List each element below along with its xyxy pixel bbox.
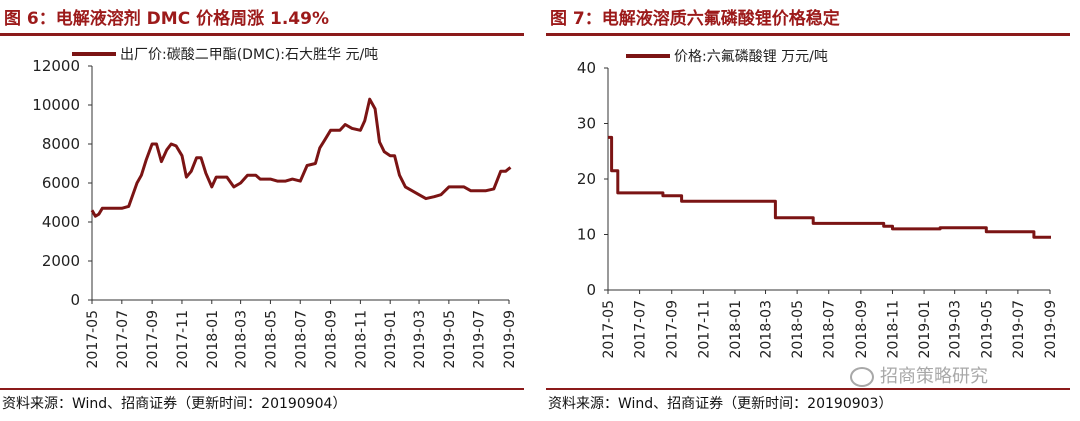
x-tick-label: 2018-05	[790, 300, 806, 359]
wechat-icon	[850, 367, 874, 387]
legend-label: 价格:六氟磷酸锂 万元/吨	[674, 49, 828, 65]
x-tick-label: 2018-05	[263, 310, 279, 369]
series-line	[608, 135, 1051, 239]
x-tick-label: 2018-03	[234, 310, 250, 369]
title-rule	[0, 33, 524, 36]
y-tick-label: 10000	[32, 96, 80, 114]
watermark: 招商策略研究	[850, 362, 988, 388]
x-tick-label: 2018-03	[759, 300, 775, 359]
x-tick-label: 2017-11	[175, 310, 191, 369]
x-tick-label: 2018-01	[728, 300, 744, 359]
y-tick-label: 20	[577, 170, 596, 188]
y-tick-label: 12000	[32, 57, 80, 75]
watermark-text: 招商策略研究	[880, 366, 988, 387]
x-tick-label: 2017-07	[115, 310, 131, 369]
x-tick-label: 2019-09	[1043, 300, 1059, 359]
y-tick-label: 0	[70, 291, 80, 309]
x-tick-label: 2019-03	[412, 310, 428, 369]
x-tick-label: 2019-07	[1011, 300, 1027, 359]
series-line	[90, 97, 512, 218]
chart-panel-dmc: 图 6：电解液溶剂 DMC 价格周涨 1.49% 0 2000 4000 6000 80…	[0, 0, 524, 421]
source-note: 资料来源：Wind、招商证券（更新时间：20190903）	[548, 396, 893, 412]
panel-title: 图 7：电解液溶质六氟磷酸锂价格稳定	[550, 9, 840, 29]
y-tick-label: 4000	[42, 213, 80, 231]
x-tick-label: 2017-09	[665, 300, 681, 359]
y-tick-label: 40	[577, 59, 596, 77]
y-tick-label: 30	[577, 115, 596, 133]
x-tick-label: 2018-11	[353, 310, 369, 369]
x-tick-label: 2019-05	[979, 300, 995, 359]
y-tick-label: 0	[586, 281, 596, 299]
x-tick-label: 2019-07	[472, 310, 488, 369]
source-rule	[0, 388, 524, 390]
x-tick-label: 2018-07	[293, 310, 309, 369]
x-tick-label: 2017-05	[601, 300, 617, 359]
lipf6-price-chart: 0 10 20 30 40 2017-05 2017-07 2017-09 2017-11 201…	[577, 49, 1059, 359]
y-tick-label: 10	[577, 226, 596, 244]
y-tick-label: 6000	[42, 174, 80, 192]
x-tick-label: 2018-11	[885, 300, 901, 359]
panel-title: 图 6：电解液溶剂 DMC 价格周涨 1.49%	[4, 9, 329, 29]
source-note: 资料来源：Wind、招商证券（更新时间：20190904）	[2, 396, 347, 412]
title-rule	[546, 33, 1070, 36]
x-tick-label: 2017-07	[633, 300, 649, 359]
x-tick-label: 2018-09	[854, 300, 870, 359]
x-tick-label: 2018-07	[822, 300, 838, 359]
x-tick-label: 2017-09	[145, 310, 161, 369]
x-tick-label: 2018-01	[205, 310, 221, 369]
x-tick-label: 2017-05	[85, 310, 101, 369]
x-tick-label: 2019-05	[442, 310, 458, 369]
y-tick-label: 8000	[42, 135, 80, 153]
y-tick-label: 2000	[42, 252, 80, 270]
x-tick-label: 2019-01	[383, 310, 399, 369]
chart-panel-lipf6: 图 7：电解液溶质六氟磷酸锂价格稳定 0 10 20 30 40 2017-05 2017-…	[546, 0, 1070, 421]
x-tick-label: 2019-01	[917, 300, 933, 359]
x-tick-label: 2018-09	[324, 310, 340, 369]
x-tick-label: 2019-03	[948, 300, 964, 359]
x-tick-label: 2017-11	[696, 300, 712, 359]
legend-label: 出厂价:碳酸二甲酯(DMC):石大胜华 元/吨	[120, 47, 378, 63]
dmc-price-chart: 0 2000 4000 6000 8000 10000 12000 2017-05 2017-0…	[32, 47, 518, 369]
source-rule	[546, 388, 1070, 390]
x-tick-label: 2019-09	[502, 310, 518, 369]
